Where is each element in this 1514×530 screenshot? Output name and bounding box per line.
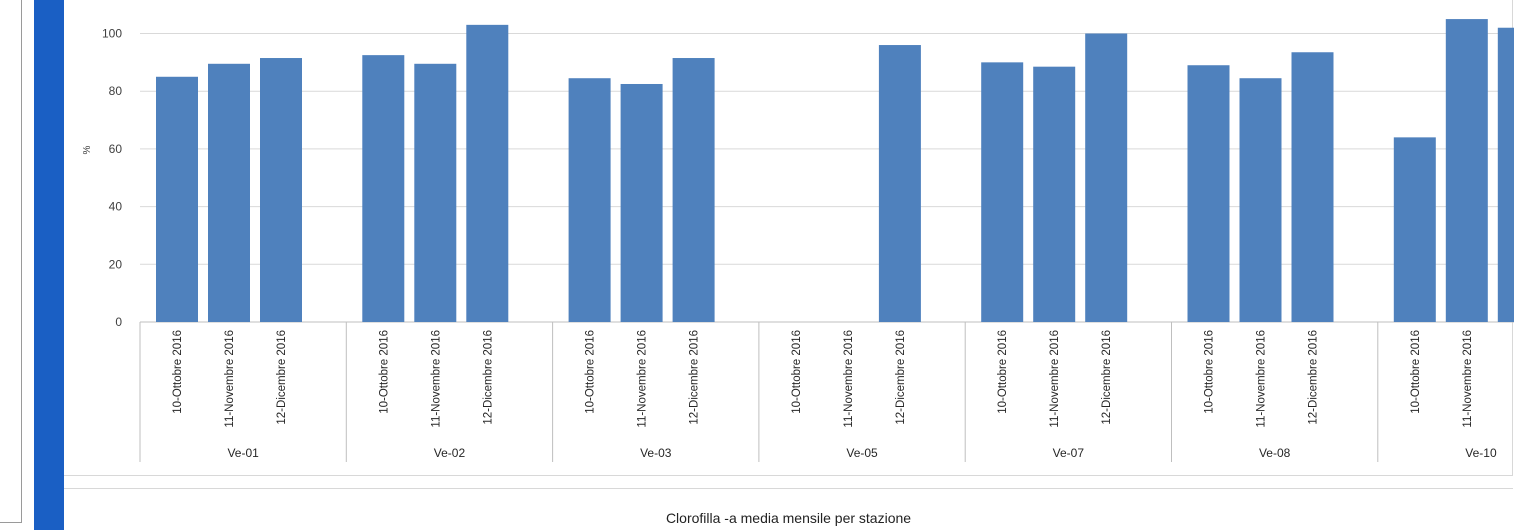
station-label: Ve-05 (846, 446, 878, 460)
y-axis-label: % (82, 145, 93, 154)
x-tick-label: 11-Novembre 2016 (843, 330, 855, 428)
bar (878, 45, 921, 322)
bar (362, 55, 405, 322)
x-tick-label: 12-Dicembre 2016 (276, 330, 288, 425)
x-tick-label: 10-Ottobre 2016 (1410, 330, 1422, 414)
y-tick-label: 0 (115, 315, 122, 329)
caption-area (64, 488, 1513, 530)
left-frame-border (0, 0, 22, 523)
bar (414, 63, 457, 322)
y-tick-label: 60 (109, 142, 123, 156)
station-label: Ve-07 (1053, 446, 1085, 460)
bar (1187, 65, 1230, 323)
x-tick-label: 12-Dicembre 2016 (482, 330, 494, 425)
bar (672, 58, 715, 323)
x-tick-label: 12-Dicembre 2016 (895, 330, 907, 425)
x-tick-label: 10-Ottobre 2016 (378, 330, 390, 414)
station-label: Ve-02 (434, 446, 466, 460)
x-tick-label: 11-Novembre 2016 (224, 330, 236, 428)
x-tick-label: 12-Dicembre 2016 (1101, 330, 1113, 425)
y-tick-label: 80 (109, 84, 123, 98)
station-label: Ve-08 (1259, 446, 1291, 460)
bar (1033, 66, 1076, 323)
bar (208, 63, 250, 322)
x-tick-label: 11-Novembre 2016 (637, 330, 649, 428)
x-tick-label: 10-Ottobre 2016 (791, 330, 803, 414)
bar (1445, 19, 1488, 322)
bar (620, 83, 663, 322)
x-tick-label: 10-Ottobre 2016 (1204, 330, 1216, 414)
bar (1239, 78, 1282, 322)
bar (981, 62, 1024, 322)
x-tick-label: 11-Novembre 2016 (430, 330, 442, 428)
y-tick-label: 40 (109, 200, 123, 214)
x-tick-label: 11-Novembre 2016 (1049, 330, 1061, 428)
bar (568, 78, 611, 322)
bar-chart: 0 20 40 60 80 100% 10-Ottobre 2016 11-Novembre … (82, 19, 1514, 462)
blue-side-band (34, 0, 64, 530)
bar (156, 76, 198, 323)
chart-caption: Clorofilla -a media mensile per stazione (665, 510, 912, 526)
x-tick-label: 11-Novembre 2016 (1462, 330, 1474, 428)
bar (1497, 27, 1514, 322)
x-tick-label: 10-Ottobre 2016 (997, 330, 1009, 414)
x-tick-label: 12-Dicembre 2016 (1308, 330, 1320, 425)
station-label: Ve-03 (640, 446, 672, 460)
x-tick-label: 11-Novembre 2016 (1256, 330, 1268, 428)
bar (260, 58, 302, 323)
station-label: Ve-01 (227, 446, 259, 460)
x-tick-label: 12-Dicembre 2016 (689, 330, 701, 425)
bar (466, 24, 509, 322)
bar (1291, 52, 1334, 322)
y-tick-label: 100 (102, 27, 122, 41)
bar (1393, 137, 1436, 322)
station-label: Ve-10 (1465, 446, 1497, 460)
x-tick-label: 10-Ottobre 2016 (585, 330, 597, 414)
x-tick-label: 10-Ottobre 2016 (172, 330, 184, 414)
y-tick-label: 20 (109, 257, 123, 271)
bar (1085, 33, 1128, 322)
